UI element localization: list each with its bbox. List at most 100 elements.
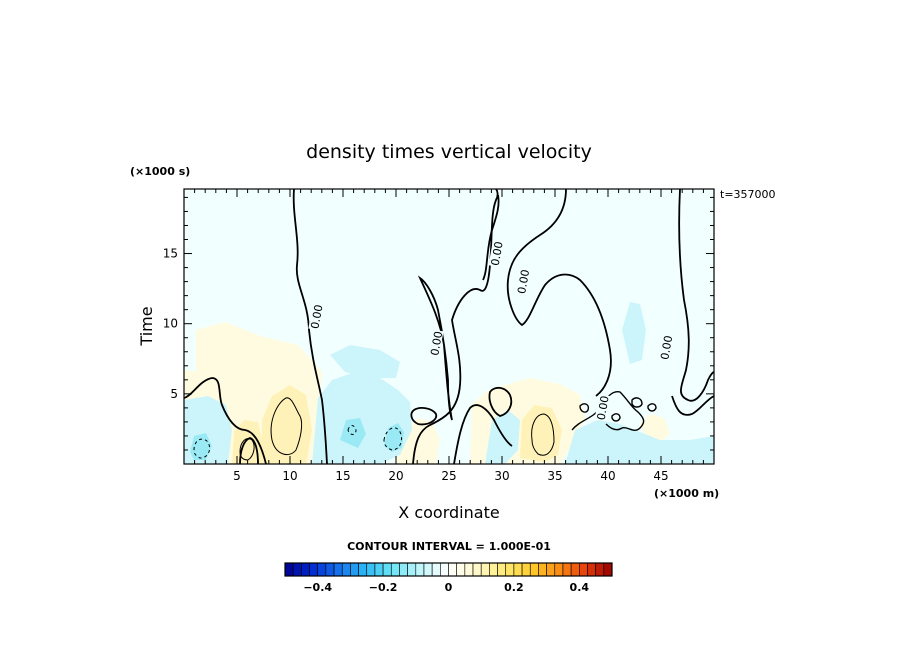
x-tick-label: 45 (653, 469, 668, 483)
colorbar-cell (390, 562, 400, 577)
colorbar-cell (333, 562, 343, 577)
y-unit-label: (×1000 s) (130, 165, 190, 178)
colorbar-cell (587, 562, 596, 577)
colorbar-cell (538, 562, 547, 577)
zero-contour-label: 0.00 (428, 329, 445, 358)
time-stamp-label: t=357000 (720, 188, 776, 201)
x-tick-label: 40 (600, 469, 615, 483)
zero-contour-far-right (678, 189, 714, 402)
zero-contour-upper-right (482, 194, 500, 281)
zero-contour-left-bottom (184, 377, 267, 464)
colorbar-cell (570, 562, 580, 577)
colorbar-cell (464, 562, 474, 577)
y-axis-label: Time (137, 306, 156, 346)
x-tick-label: 15 (335, 469, 350, 483)
colorbar-cell (497, 562, 507, 577)
zero-contour-bump-30 (488, 386, 513, 417)
colorbar-cell (325, 562, 335, 577)
colorbar-cell (578, 562, 588, 577)
shade-neg-weak-3 (330, 345, 400, 378)
colorbar-cell (301, 562, 310, 577)
colorbar-cell (341, 562, 351, 577)
colorbar-cell (513, 562, 523, 577)
contour-neg-1 (193, 438, 211, 459)
zero-contour-label-text: 0.00 (658, 334, 675, 360)
x-tick-label: 35 (547, 469, 562, 483)
colorbar-cell (480, 562, 490, 577)
zero-contour-label-text: 0.00 (595, 395, 612, 421)
chart-title: density times vertical velocity (306, 141, 592, 163)
zero-contour-small-2 (611, 413, 621, 422)
x-axis-label: X coordinate (398, 503, 499, 522)
colorbar-cell (317, 562, 327, 577)
colorbar-cell (562, 562, 572, 577)
zero-contour-small-3 (647, 403, 657, 412)
zero-contour-label: 0.00 (308, 302, 326, 331)
x-tick-label: 30 (494, 469, 509, 483)
colorbar-cell (529, 562, 539, 577)
zero-contour-small-1 (631, 397, 643, 408)
colorbar-tick-label: −0.2 (369, 581, 398, 594)
zero-contour-label-text: 0.00 (515, 268, 532, 294)
colorbar-cell (415, 562, 425, 577)
colorbar-frame (284, 562, 613, 577)
zero-contour-label: 0.00 (594, 394, 612, 422)
colorbar-cell (423, 562, 433, 577)
shade-pos-mid-3 (520, 405, 562, 462)
colorbar-cell (603, 562, 613, 577)
colorbar-cell (505, 562, 515, 577)
colorbar-cell (448, 562, 457, 577)
shade-neg-weak-5 (622, 302, 646, 364)
zero-contour-left-long (292, 189, 328, 464)
zero-contour-label: 0.00 (658, 333, 675, 362)
colorbar-cell (546, 562, 556, 577)
colorbar-tick-label: 0.2 (504, 581, 524, 594)
contour-pos-3 (239, 438, 255, 461)
shade-pos-mid-2 (262, 385, 312, 464)
shaded-field (184, 189, 714, 464)
colorbar-cell (472, 562, 482, 577)
colorbar-cell (382, 562, 392, 577)
x-unit-label: (×1000 m) (654, 487, 719, 500)
zero-contour-label-text: 0.00 (428, 330, 445, 356)
zero-contour-mid-bottom (410, 407, 438, 426)
colorbar-cell (350, 562, 359, 577)
shade-neg-mid-3 (340, 418, 366, 448)
x-axis: 5 10 15 20 25 30 35 40 45 (233, 189, 669, 483)
colorbar-tick-label: 0.4 (570, 581, 590, 594)
x-tick-label: 20 (388, 469, 403, 483)
zero-contour-far-right-2 (671, 395, 714, 416)
colorbar-cell (374, 562, 384, 577)
contour-neg-3 (347, 425, 357, 435)
y-tick-label: 15 (163, 247, 178, 261)
x-tick-label: 25 (441, 469, 456, 483)
y-tick-label: 10 (163, 317, 178, 331)
contour-lines (184, 189, 714, 464)
colorbar-cell (521, 562, 531, 577)
colorbar-cell (292, 562, 302, 577)
zero-contour-label: 0.00 (515, 267, 532, 296)
colorbar (284, 562, 613, 577)
minor-ticks (184, 189, 714, 464)
x-tick-label: 5 (233, 469, 241, 483)
zero-contour-lower-mid (453, 404, 513, 464)
colorbar-cell (284, 562, 294, 577)
shade-neg-weak-6 (485, 410, 520, 464)
zero-contour-mid-upper (412, 189, 499, 464)
shade-neg-mid-2 (384, 423, 404, 452)
colorbar-cell (399, 562, 408, 577)
contour-pos-1 (270, 397, 303, 456)
contour-interval-label: CONTOUR INTERVAL = 1.000E-01 (347, 540, 551, 553)
y-axis: 5 10 15 (163, 247, 714, 401)
colorbar-cell (554, 562, 564, 577)
colorbar-tick-label: 0 (445, 581, 453, 594)
colorbar-cell (489, 562, 498, 577)
colorbar-ticks: −0.4 −0.2 0 0.2 0.4 (303, 581, 589, 594)
colorbar-cell (309, 562, 318, 577)
shade-neg-mid-1 (190, 433, 212, 460)
zero-contour-left-bubble (239, 437, 259, 464)
shade-neg-weak-4 (565, 420, 714, 464)
zero-contour-label: 0.00 (488, 239, 506, 268)
colorbar-tick-label: −0.4 (303, 581, 332, 594)
